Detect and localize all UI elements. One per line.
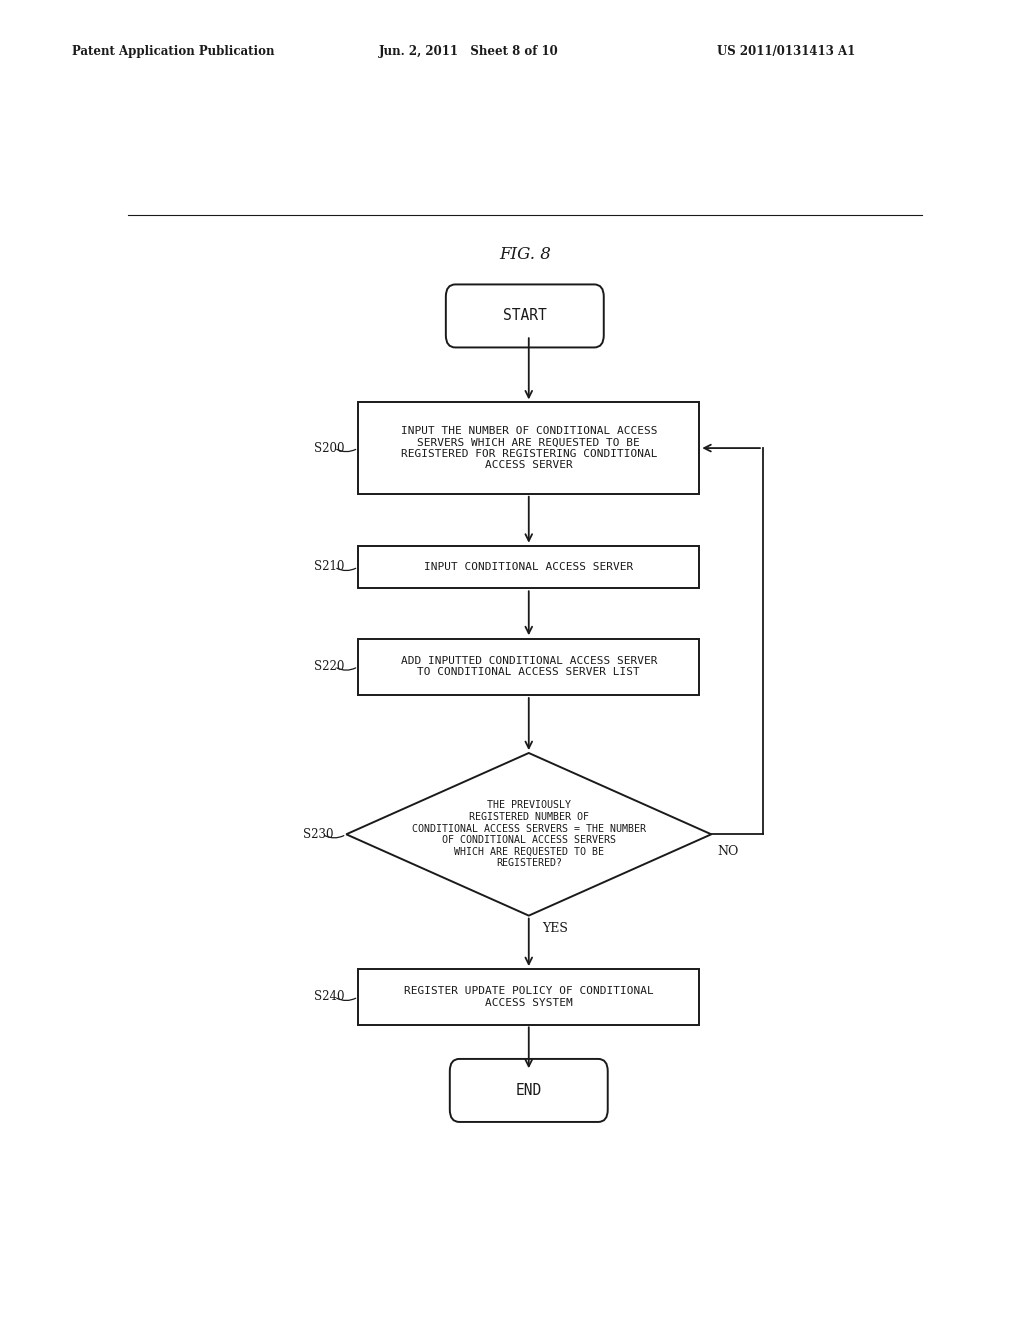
FancyBboxPatch shape [450,1059,607,1122]
Text: INPUT CONDITIONAL ACCESS SERVER: INPUT CONDITIONAL ACCESS SERVER [424,562,634,572]
Text: REGISTER UPDATE POLICY OF CONDITIONAL
ACCESS SYSTEM: REGISTER UPDATE POLICY OF CONDITIONAL AC… [403,986,653,1007]
Text: S220: S220 [314,660,345,673]
Text: S210: S210 [314,561,345,573]
Text: YES: YES [543,923,568,936]
Text: THE PREVIOUSLY
REGISTERED NUMBER OF
CONDITIONAL ACCESS SERVERS = THE NUMBER
OF C: THE PREVIOUSLY REGISTERED NUMBER OF COND… [412,800,646,869]
Text: S240: S240 [314,990,345,1003]
Text: INPUT THE NUMBER OF CONDITIONAL ACCESS
SERVERS WHICH ARE REQUESTED TO BE
REGISTE: INPUT THE NUMBER OF CONDITIONAL ACCESS S… [400,425,657,470]
FancyBboxPatch shape [445,284,604,347]
Polygon shape [346,752,712,916]
Text: US 2011/0131413 A1: US 2011/0131413 A1 [717,45,855,58]
Text: FIG. 8: FIG. 8 [499,247,551,264]
Text: START: START [503,309,547,323]
Bar [358,639,699,694]
Text: NO: NO [717,845,738,858]
Text: Patent Application Publication: Patent Application Publication [72,45,274,58]
Text: S200: S200 [314,442,345,454]
Text: S230: S230 [303,828,333,841]
Text: ADD INPUTTED CONDITIONAL ACCESS SERVER
TO CONDITIONAL ACCESS SERVER LIST: ADD INPUTTED CONDITIONAL ACCESS SERVER T… [400,656,657,677]
Bar [358,403,699,494]
Text: END: END [516,1082,542,1098]
Text: Jun. 2, 2011   Sheet 8 of 10: Jun. 2, 2011 Sheet 8 of 10 [379,45,559,58]
Bar [358,545,699,589]
Bar [358,969,699,1024]
